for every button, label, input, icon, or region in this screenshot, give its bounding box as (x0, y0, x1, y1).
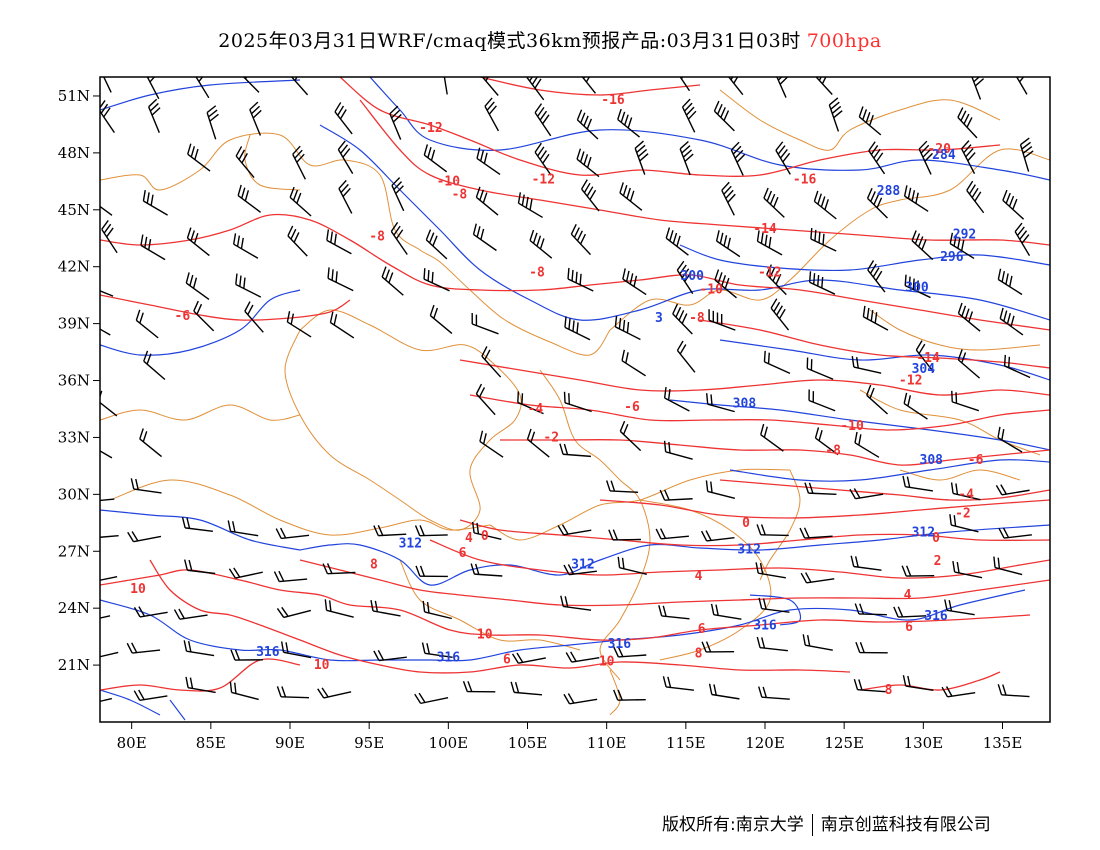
temperature-contour-label: -4 (958, 487, 974, 502)
temperature-contour-label: -2 (955, 506, 971, 521)
y-tick-label: 36N (58, 372, 90, 390)
temperature-contour-label: -12 (532, 172, 555, 187)
temperature-contour-label: -6 (624, 400, 640, 415)
height-contour-label: 312 (571, 558, 594, 573)
temperature-contour-label: -16 (601, 93, 625, 108)
height-contour-label: 308 (920, 453, 944, 468)
y-tick-label: 33N (58, 428, 90, 446)
title-text: 2025年03月31日WRF/cmaq模式36km预报产品:03月31日03时 (218, 30, 801, 52)
x-tick-label: 85E (196, 734, 226, 752)
footer-credit: 版权所有:南京大学 南京创蓝科技有限公司 (662, 810, 991, 836)
temperature-contour-label: 0 (742, 516, 750, 531)
temperature-contour-label: 4 (904, 588, 912, 603)
height-contour-label: 288 (877, 184, 901, 199)
axis-ticks: 80E 85E 90E 95E 100E 105E 110E 115E 120E 125E 130E… (58, 87, 1023, 752)
y-tick-label: 30N (58, 485, 90, 503)
y-tick-label: 24N (58, 599, 90, 617)
temperature-contour-label: 4 (465, 531, 473, 546)
temperature-contour-label: 6 (459, 546, 467, 561)
height-contour-label: 3 (655, 311, 663, 326)
height-contour-label: 300 (680, 269, 704, 284)
wind-barbs (100, 77, 1034, 705)
height-contour-label: 292 (953, 227, 976, 242)
temperature-contour-label: 8 (370, 558, 378, 573)
y-tick-label: 45N (58, 201, 90, 219)
x-tick-label: 90E (275, 734, 305, 752)
contour-labels: -16-12-10-8-12-20-16-14-8-8-6-12-10-8-14… (130, 93, 983, 698)
height-contour-label: 300 (905, 281, 929, 296)
y-tick-label: 27N (58, 542, 90, 560)
temperature-contour-label: -10 (699, 282, 723, 297)
temperature-contour-label: -10 (840, 419, 864, 434)
x-tick-label: 105E (508, 734, 548, 752)
x-tick-label: 95E (354, 734, 384, 752)
y-tick-label: 51N (58, 87, 90, 105)
temperature-contour-label: -10 (437, 174, 461, 189)
height-contour-label: 312 (912, 525, 935, 540)
temperature-contour-label: -20 (927, 142, 951, 157)
temperature-contour-label: 6 (503, 652, 511, 667)
height-contour-label: 312 (737, 542, 760, 557)
height-contours (100, 77, 1050, 721)
height-contour-label: 312 (399, 537, 422, 552)
pressure-level: 700hpa (806, 30, 882, 52)
x-tick-label: 100E (429, 734, 469, 752)
temperature-contour-label: 10 (130, 582, 146, 597)
y-tick-label: 39N (58, 315, 90, 333)
temperature-contour-label: -12 (758, 265, 781, 280)
temperature-contour-label: -16 (793, 172, 817, 187)
temperature-contour-label: 0 (481, 529, 489, 544)
temperature-contour-label: -8 (452, 188, 468, 203)
temperature-contour-label: 6 (698, 622, 706, 637)
temperature-contour-label: -8 (689, 311, 705, 326)
temperature-contour-label: -8 (369, 229, 385, 244)
footer-divider (811, 814, 813, 836)
temperature-contour-label: -6 (175, 309, 191, 324)
y-tick-label: 42N (58, 258, 90, 276)
footer-left: 版权所有:南京大学 (662, 815, 804, 835)
x-tick-label: 80E (117, 734, 147, 752)
x-tick-label: 110E (587, 734, 627, 752)
temperature-contour-label: 8 (885, 683, 893, 698)
temperature-contour-label: 8 (695, 647, 703, 662)
temperature-contour-label: -12 (419, 121, 442, 136)
temperature-contour-label: 6 (905, 620, 913, 635)
temperature-contour-label: -6 (968, 453, 984, 468)
map-title: 2025年03月31日WRF/cmaq模式36km预报产品:03月31日03时 7… (0, 26, 1100, 53)
x-tick-label: 130E (904, 734, 944, 752)
temperature-contour-label: 4 (695, 569, 703, 584)
footer-right: 南京创蓝科技有限公司 (820, 815, 991, 835)
x-tick-label: 125E (824, 734, 864, 752)
y-tick-label: 21N (58, 656, 90, 674)
height-contour-label: 316 (437, 651, 461, 666)
temperature-contour-label: 2 (934, 554, 942, 569)
temperature-contour-label: -8 (825, 444, 841, 459)
temperature-contour-label: 10 (314, 658, 330, 673)
height-contour-label: 304 (912, 362, 936, 377)
temperature-contour-label: -12 (899, 374, 922, 389)
temperature-contour-label: -8 (529, 265, 545, 280)
x-tick-label: 115E (666, 734, 706, 752)
temperature-contour-label: 0 (932, 531, 940, 546)
temperature-contour-label: -2 (543, 430, 559, 445)
y-tick-label: 48N (58, 144, 90, 162)
height-contour-label: 316 (924, 609, 948, 624)
temperature-contour-label: -4 (528, 402, 544, 417)
temperature-contour-label: 10 (599, 654, 615, 669)
height-contour-label: 316 (608, 637, 632, 652)
x-tick-label: 135E (983, 734, 1023, 752)
x-tick-label: 120E (745, 734, 785, 752)
height-contour-label: 284 (932, 148, 956, 163)
temperature-contour-label: 10 (477, 628, 493, 643)
height-contour-label: 308 (733, 396, 757, 411)
height-contour-label: 316 (753, 618, 777, 633)
border-lines (100, 89, 1050, 716)
plot-frame (99, 76, 1051, 723)
temperature-contour-label: -14 (916, 351, 940, 366)
temperature-contour-label: -14 (753, 222, 777, 237)
height-contour-label: 316 (256, 645, 280, 660)
height-contour-label: 296 (940, 250, 964, 265)
